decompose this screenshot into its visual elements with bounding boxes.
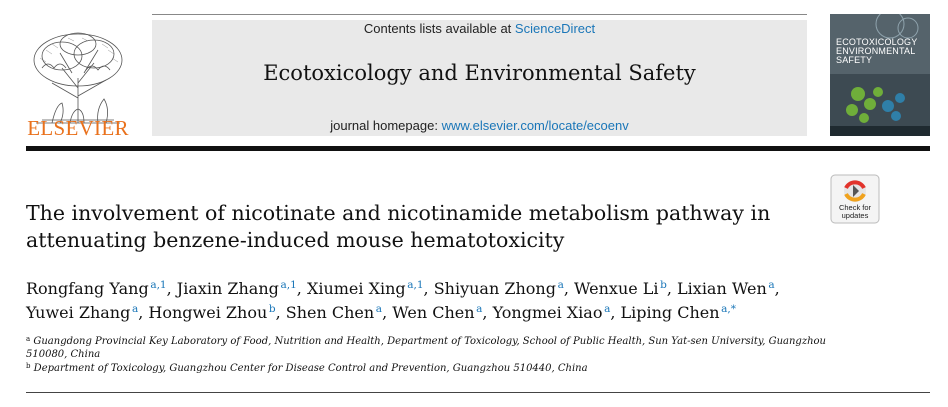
check-for-updates-label: Check for updates: [830, 204, 880, 220]
affiliation-item: b Department of Toxicology, Guangzhou Ce…: [26, 363, 826, 376]
homepage-link[interactable]: www.elsevier.com/locate/ecoenv: [441, 118, 629, 133]
author-affil[interactable]: a: [375, 303, 383, 315]
title-line-1: The involvement of nicotinate and nicoti…: [26, 201, 771, 225]
publisher-name: ELSEVIER: [27, 116, 129, 140]
affiliation-text: Department of Toxicology, Guangzhou Cent…: [33, 363, 588, 374]
author-name[interactable]: Shen Chen: [285, 303, 375, 322]
author-list: Rongfang Yang a,1, Jiaxin Zhang a,1, Xiu…: [26, 277, 856, 325]
cover-line-2: ENVIRONMENTAL: [836, 46, 916, 56]
cover-title: ECOTOXICOLOGY ENVIRONMENTAL SAFETY: [836, 38, 926, 65]
author-name[interactable]: Xiumei Xing: [306, 279, 406, 298]
title-line-2: attenuating benzene-induced mouse hemato…: [26, 228, 565, 252]
top-rule: [152, 14, 807, 15]
check-for-updates-icon[interactable]: [830, 174, 880, 224]
author-name[interactable]: Hongwei Zhou: [148, 303, 268, 322]
author-name[interactable]: Rongfang Yang: [26, 279, 149, 298]
article-title: The involvement of nicotinate and nicoti…: [26, 200, 816, 254]
section-divider: [26, 392, 930, 393]
journal-banner: [152, 20, 807, 136]
author-name[interactable]: Shiyuan Zhong: [433, 279, 556, 298]
author-affil[interactable]: a,1: [150, 279, 167, 291]
author-affil[interactable]: a: [131, 303, 139, 315]
author-name[interactable]: Liping Chen: [620, 303, 720, 322]
author-name[interactable]: Jiaxin Zhang: [176, 279, 279, 298]
cover-line-3: SAFETY: [836, 55, 873, 65]
author-affil[interactable]: a,1: [407, 279, 424, 291]
author-name[interactable]: Yuwei Zhang: [26, 303, 131, 322]
elsevier-tree-icon: [33, 32, 123, 124]
homepage-prefix: journal homepage:: [330, 118, 438, 133]
affiliation-label: a: [26, 335, 31, 343]
journal-cover-image[interactable]: [830, 14, 930, 136]
author-name[interactable]: Wen Chen: [392, 303, 475, 322]
affiliation-list: a Guangdong Provincial Key Laboratory of…: [26, 336, 826, 378]
author-affil[interactable]: a: [476, 303, 483, 315]
contents-line: Contents lists available at ScienceDirec…: [152, 21, 807, 36]
author-name[interactable]: Lixian Wen: [677, 279, 767, 298]
affiliation-label: b: [26, 362, 31, 370]
badge-line-1: Check for: [838, 203, 872, 212]
author-line-2: Yuwei Zhang a, Hongwei Zhou b, Shen Chen…: [26, 303, 737, 322]
affiliation-item: a Guangdong Provincial Key Laboratory of…: [26, 336, 826, 361]
author-name[interactable]: Wenxue Li: [574, 279, 659, 298]
sciencedirect-link[interactable]: ScienceDirect: [514, 21, 596, 36]
badge-line-2: updates: [841, 211, 869, 220]
affiliation-text: Guangdong Provincial Key Laboratory of F…: [26, 336, 826, 360]
author-affil[interactable]: a: [557, 279, 564, 291]
journal-title: Ecotoxicology and Environmental Safety: [263, 61, 696, 85]
author-affil[interactable]: a,1: [280, 279, 297, 291]
header-divider: [26, 146, 930, 151]
homepage-line: journal homepage: www.elsevier.com/locat…: [152, 118, 807, 133]
contents-prefix: Contents lists available at: [363, 21, 512, 36]
author-affil[interactable]: a,*: [721, 303, 737, 315]
author-affil[interactable]: a: [768, 279, 775, 291]
author-name[interactable]: Yongmei Xiao: [492, 303, 603, 322]
cover-line-1: ECOTOXICOLOGY: [836, 37, 918, 47]
author-affil[interactable]: a: [604, 303, 611, 315]
author-affil[interactable]: b: [268, 303, 276, 315]
author-affil[interactable]: b: [660, 279, 667, 291]
author-line-1: Rongfang Yang a,1, Jiaxin Zhang a,1, Xiu…: [26, 279, 780, 298]
